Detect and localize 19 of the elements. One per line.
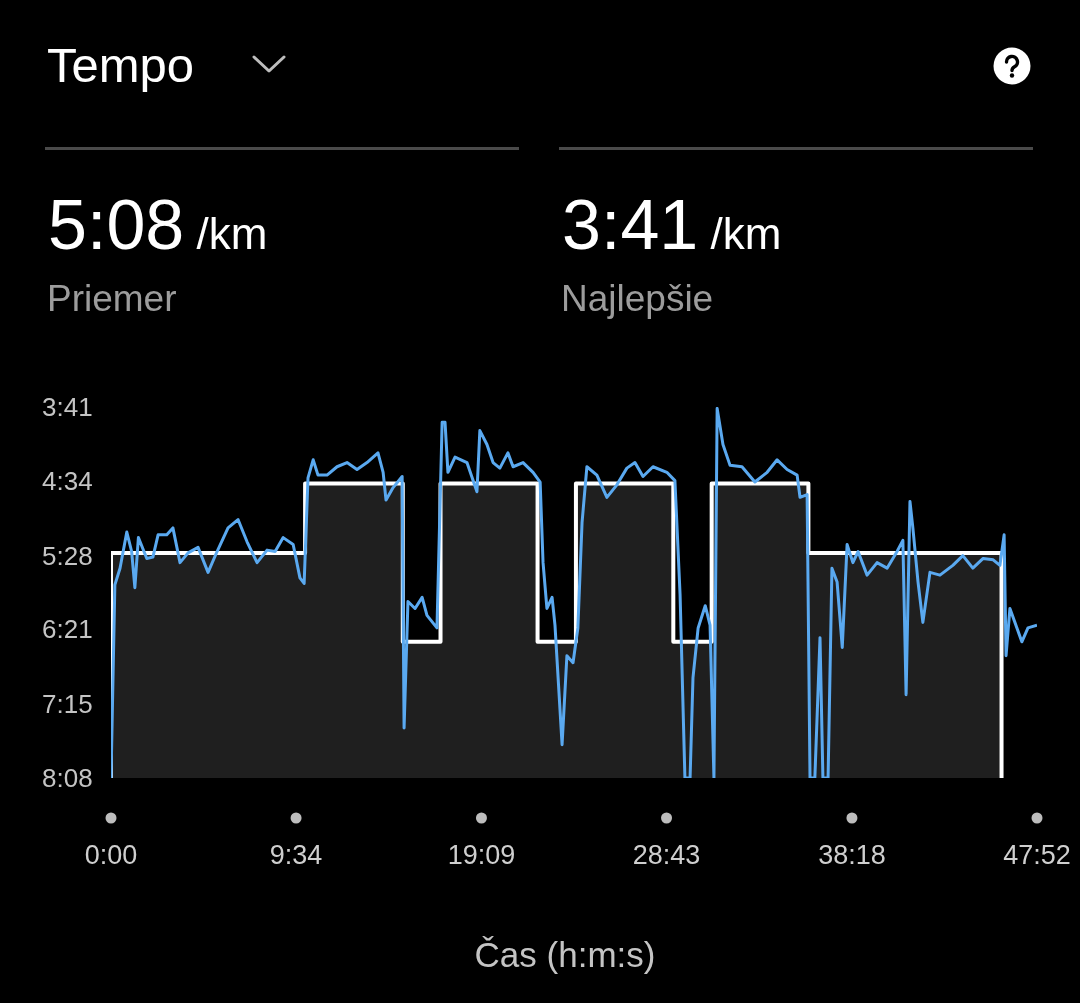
text: 5:08 /km: [48, 186, 268, 264]
text: Priemer: [47, 278, 177, 319]
x-tick-label: 9:34: [269, 840, 323, 870]
x-tick-label: 0:00: [84, 840, 138, 870]
x-axis-title: Čas (h:m:s): [474, 935, 656, 974]
x-tick-label: 38:18: [818, 840, 886, 870]
y-tick-label: 5:28: [42, 540, 93, 571]
y-tick-label: 3:41: [42, 392, 93, 422]
x-tick-label: 19:09: [447, 840, 516, 870]
x-tick-label: 47:52: [1003, 840, 1071, 870]
y-tick-label: 8:08: [42, 763, 93, 793]
text: 3:41 /km: [562, 186, 782, 264]
y-tick-label: 4:34: [42, 465, 93, 496]
y-tick-label: 7:15: [42, 689, 93, 720]
x-tick-label: 28:43: [632, 840, 701, 870]
text: Najlepšie: [561, 278, 714, 319]
y-tick-label: 6:21: [42, 614, 93, 645]
line-series: [111, 407, 1037, 778]
chart-title: Tempo: [47, 38, 195, 92]
